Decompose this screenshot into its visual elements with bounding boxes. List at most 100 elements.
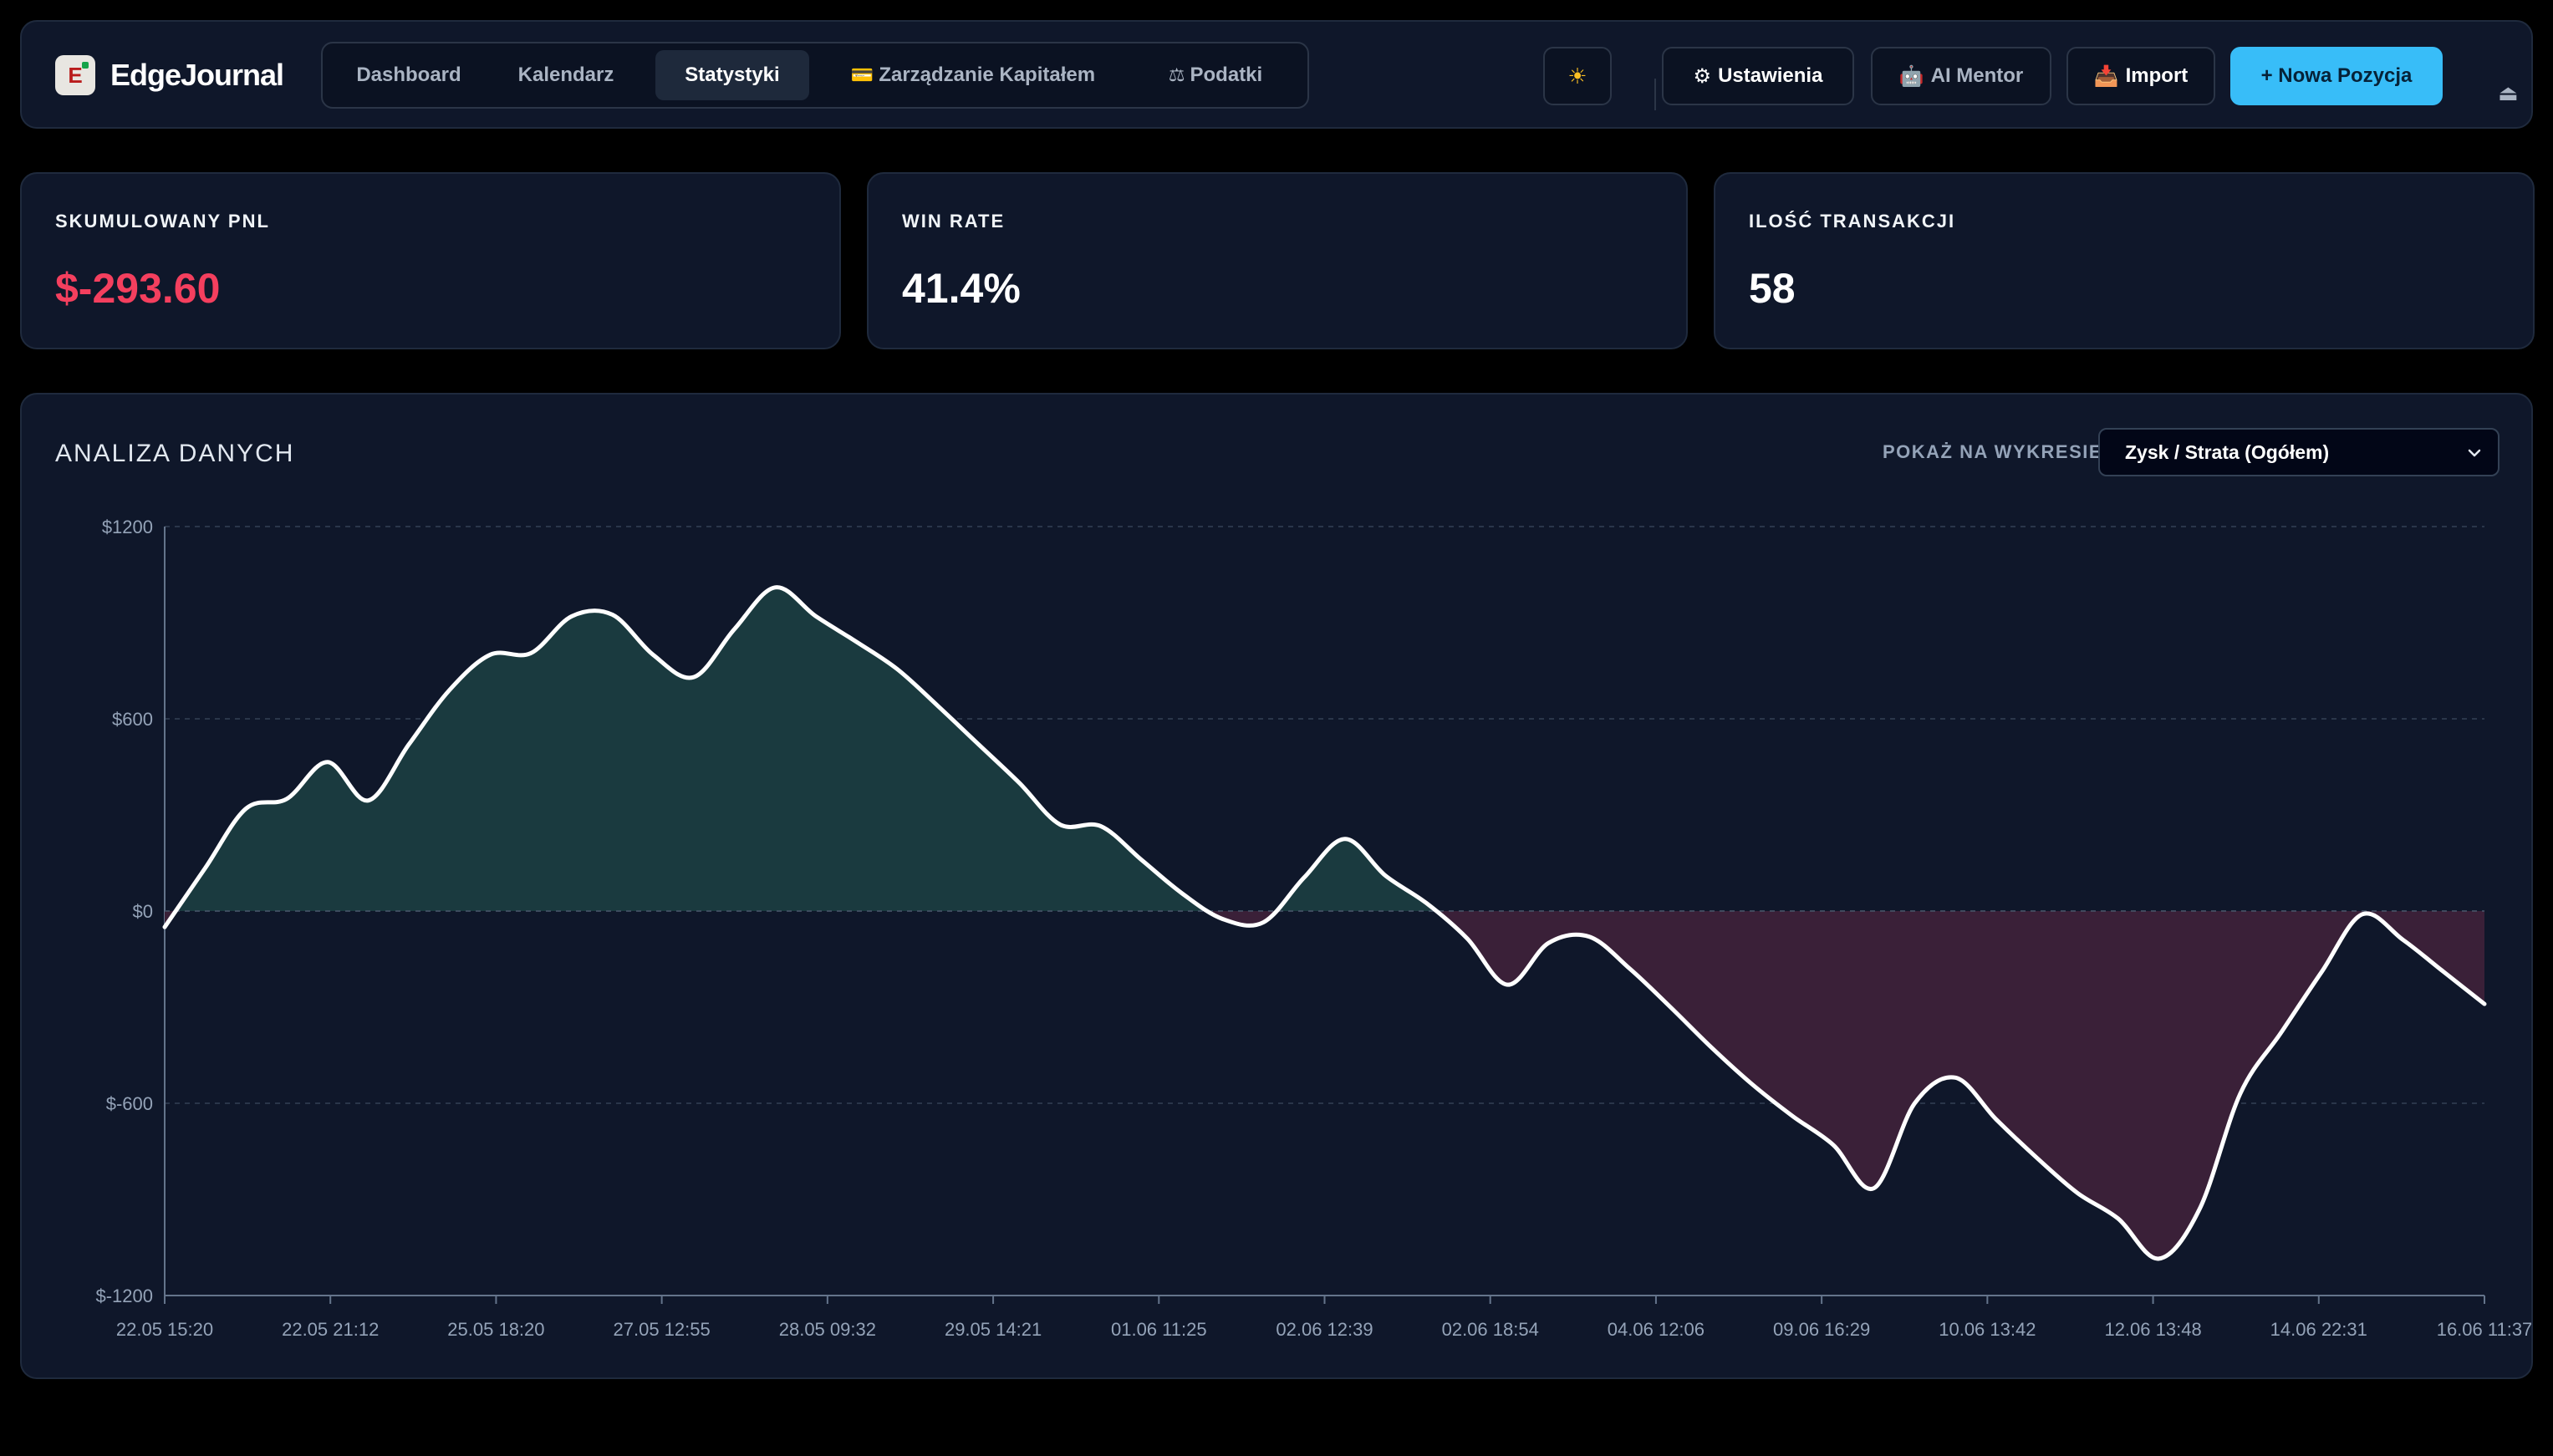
data-point	[938, 705, 939, 706]
y-tick-label: $0	[133, 901, 153, 922]
eject-icon[interactable]: ⏏	[2498, 80, 2519, 105]
x-tick-label: 25.05 18:20	[447, 1319, 544, 1340]
y-tick-label: $-1200	[95, 1285, 153, 1306]
data-point	[490, 654, 491, 655]
x-tick-label: 22.05 21:12	[282, 1319, 379, 1340]
data-point	[856, 642, 857, 643]
data-point	[1304, 877, 1305, 878]
profit-area	[165, 587, 2484, 911]
data-point	[327, 761, 328, 762]
x-tick-label: 10.06 13:42	[1939, 1319, 2036, 1340]
x-tick-label: 02.06 12:39	[1276, 1319, 1373, 1340]
data-point	[287, 798, 288, 799]
chart-metric-select[interactable]: Zysk / Strata (Ogółem)	[2098, 428, 2499, 476]
data-point	[1385, 875, 1386, 876]
data-point	[1751, 1084, 1752, 1085]
x-tick-label: 16.06 11:37	[2437, 1319, 2531, 1340]
data-point	[1873, 1188, 1874, 1189]
data-point	[1100, 826, 1101, 827]
x-tick-label: 04.06 12:06	[1608, 1319, 1705, 1340]
x-tick-label: 02.06 18:54	[1442, 1319, 1539, 1340]
loss-area	[165, 911, 2484, 1259]
credit-card-icon: 💳	[850, 64, 874, 85]
data-point	[1670, 1007, 1671, 1008]
settings-label: Ustawienia	[1718, 64, 1823, 87]
inbox-tray-icon: 📥	[2093, 64, 2119, 88]
data-point	[653, 654, 654, 655]
toolbar-divider	[1654, 79, 1656, 110]
data-point	[1629, 969, 1630, 970]
data-point	[246, 808, 247, 809]
x-tick-label: 29.05 14:21	[945, 1319, 1042, 1340]
stat-card-pnl: SKUMULOWANY PNL $-293.60	[20, 172, 841, 349]
pnl-series-line	[162, 585, 2487, 1261]
data-point	[1060, 824, 1061, 825]
tab-dashboard-label: Dashboard	[356, 64, 461, 86]
chart-metric-label: POKAŻ NA WYKRESIE:	[1883, 441, 2110, 462]
data-point	[1833, 1144, 1834, 1145]
brand-logo[interactable]: E EdgeJournal	[55, 55, 284, 95]
data-point	[2077, 1193, 2078, 1194]
data-point	[1019, 782, 1020, 783]
ai-mentor-button[interactable]: 🤖 AI Mentor	[1871, 47, 2051, 105]
stat-pnl-label: SKUMULOWANY PNL	[55, 211, 270, 232]
data-analysis-panel: ANALIZA DANYCH POKAŻ NA WYKRESIE: Zysk /…	[20, 393, 2533, 1379]
data-point	[693, 677, 694, 678]
logo-icon: E	[55, 55, 95, 95]
data-point	[1344, 838, 1345, 839]
data-point	[815, 616, 816, 617]
data-point	[531, 653, 532, 654]
stat-trades-label: ILOŚĆ TRANSAKCJI	[1749, 211, 1956, 232]
tab-kalendarz-label: Kalendarz	[517, 64, 614, 86]
import-label: Import	[2125, 64, 2189, 87]
x-tick-label: 22.05 15:20	[116, 1319, 213, 1340]
data-point	[1995, 1119, 1996, 1120]
data-point	[2280, 1032, 2281, 1033]
tab-podatki[interactable]: ⚖ Podatki	[1132, 50, 1299, 100]
data-point	[775, 587, 776, 588]
data-point	[1466, 938, 1467, 939]
robot-icon: 🤖	[1898, 64, 1924, 88]
tab-statystyki-label: Statystyki	[685, 64, 780, 86]
tab-statystyki[interactable]: Statystyki	[655, 50, 809, 100]
data-point	[368, 800, 369, 801]
data-point	[1955, 1077, 1956, 1078]
analysis-title: ANALIZA DANYCH	[55, 440, 295, 467]
data-point	[1792, 1116, 1793, 1117]
data-point	[409, 744, 410, 745]
stat-card-win-rate: WIN RATE 41.4%	[867, 172, 1688, 349]
top-navigation-bar: E EdgeJournal Dashboard Kalendarz Statys…	[20, 20, 2533, 129]
x-tick-label: 27.05 12:55	[614, 1319, 711, 1340]
data-point	[612, 614, 613, 615]
pnl-chart: $1200 $600 $0 $-600 $-1200 22.05 15:20 22.05 2…	[95, 517, 2531, 1340]
data-point	[1548, 943, 1549, 944]
data-point	[1588, 936, 1589, 937]
brand-name: EdgeJournal	[110, 58, 284, 92]
data-point	[978, 744, 979, 745]
data-point	[165, 927, 166, 928]
tab-zarzadzanie-label: Zarządzanie Kapitałem	[879, 64, 1096, 86]
settings-button[interactable]: ⚙ Ustawienia	[1662, 47, 1854, 105]
data-point	[2158, 1258, 2159, 1259]
stat-win-rate-value: 41.4%	[902, 265, 1021, 312]
stat-card-trades: ILOŚĆ TRANSAKCJI 58	[1714, 172, 2535, 349]
x-tick-label: 14.06 22:31	[2270, 1319, 2367, 1340]
new-position-button[interactable]: + Nowa Pozycja	[2230, 47, 2443, 105]
import-button[interactable]: 📥 Import	[2066, 47, 2215, 105]
scales-icon: ⚖	[1168, 64, 1185, 85]
tab-dashboard[interactable]: Dashboard	[329, 50, 488, 100]
data-point	[2321, 971, 2322, 972]
data-point	[2484, 1004, 2485, 1005]
chart-metric-value: Zysk / Strata (Ogółem)	[2125, 441, 2330, 463]
data-point	[1914, 1103, 1915, 1104]
theme-toggle-button[interactable]: ☀	[1543, 47, 1612, 105]
stat-pnl-value: $-293.60	[55, 265, 221, 312]
data-point	[1263, 922, 1264, 923]
tab-zarzadzanie-kapitalem[interactable]: 💳 Zarządzanie Kapitałem	[814, 50, 1132, 100]
data-point	[571, 616, 572, 617]
gear-icon: ⚙	[1693, 64, 1712, 88]
tab-kalendarz[interactable]: Kalendarz	[488, 50, 644, 100]
new-position-label: + Nowa Pozycja	[2260, 64, 2413, 87]
y-tick-label: $600	[112, 709, 153, 730]
x-tick-label: 01.06 11:25	[1111, 1319, 1207, 1340]
